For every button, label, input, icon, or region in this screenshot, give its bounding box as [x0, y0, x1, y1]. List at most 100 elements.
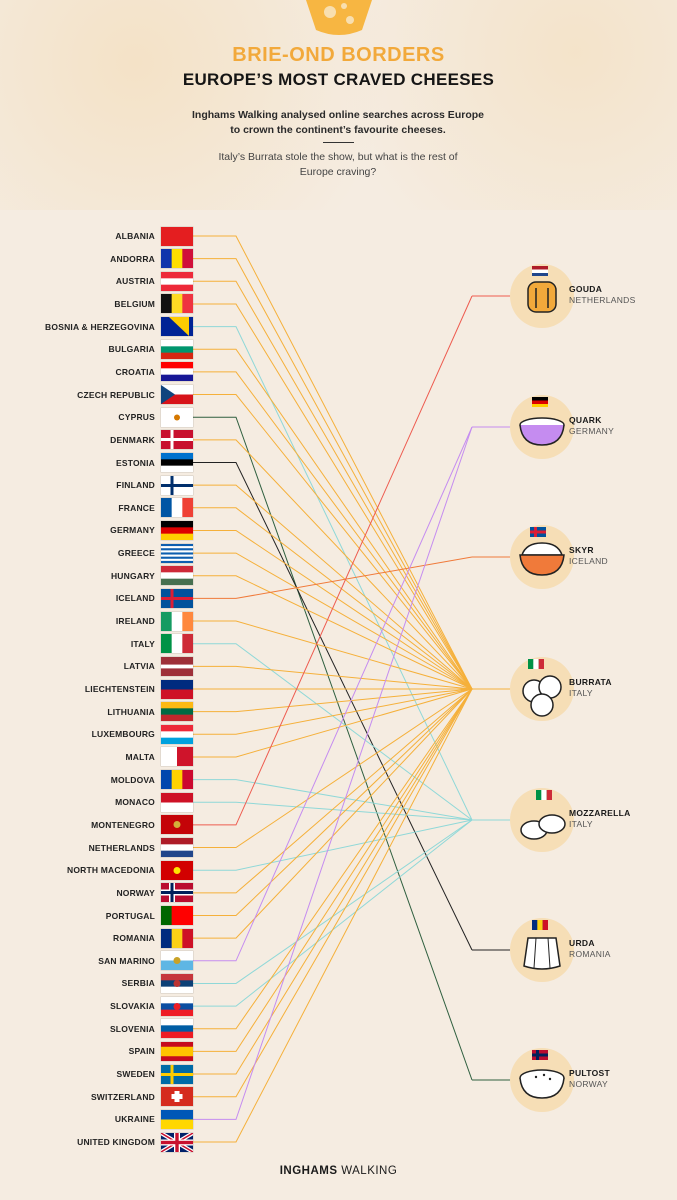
- link-burrata: [193, 688, 473, 758]
- country-label: MALTA: [125, 751, 155, 762]
- flag-icon: [161, 385, 193, 405]
- flag-icon: [161, 249, 194, 269]
- urda-cheese-icon: [510, 918, 574, 982]
- flag-icon: [161, 973, 193, 994]
- flag-icon: [161, 611, 194, 631]
- flag-icon: [161, 498, 194, 518]
- country-label: LITHUANIA: [107, 706, 155, 717]
- cheese-name: BURRATA: [569, 677, 612, 687]
- country-label: PORTUGAL: [105, 910, 155, 921]
- country-label: SPAIN: [128, 1046, 155, 1057]
- flag-icon: [161, 475, 193, 495]
- flag-icon: [161, 1087, 193, 1107]
- link-burrata: [193, 280, 473, 690]
- question-text: Italy’s Burrata stole the show, but what…: [218, 151, 458, 178]
- flag-icon: [161, 996, 193, 1016]
- cheese-country: NETHERLANDS: [569, 295, 636, 305]
- link-mozzarella: [193, 819, 473, 1007]
- link-burrata: [193, 688, 473, 1098]
- cheese-country: GERMANY: [569, 426, 615, 436]
- flag-icon: [161, 226, 193, 246]
- link-burrata: [193, 575, 473, 690]
- cheese-name: QUARK: [569, 415, 602, 425]
- flag-icon: [161, 453, 193, 473]
- link-burrata: [193, 235, 473, 690]
- link-burrata: [193, 688, 473, 1143]
- country-label: ANDORRA: [110, 253, 155, 264]
- flag-icon: [161, 928, 194, 948]
- country-label: UNITED KINGDOM: [77, 1137, 155, 1147]
- country-label: NETHERLANDS: [88, 842, 155, 853]
- flag-icon: [161, 520, 193, 541]
- link-mozzarella: [193, 779, 473, 821]
- flag-icon: [161, 407, 193, 427]
- country-label: SAN MARINO: [98, 955, 155, 966]
- flag-icon: [161, 634, 194, 654]
- link-mozzarella: [193, 326, 473, 821]
- cheese-country: NORWAY: [569, 1079, 608, 1089]
- country-label: GREECE: [117, 548, 155, 559]
- country-label: BELGIUM: [114, 298, 155, 309]
- link-burrata: [193, 507, 473, 690]
- link-burrata: [193, 688, 473, 735]
- flag-icon: [161, 294, 194, 314]
- flag-icon: [161, 951, 193, 971]
- country-label: NORWAY: [116, 887, 155, 898]
- intro-text: Inghams Walking analysed online searches…: [192, 109, 484, 136]
- country-label: CROATIA: [115, 366, 155, 377]
- pultost-bowl-icon: [510, 1048, 574, 1112]
- country-label: LIECHTENSTEIN: [84, 684, 155, 694]
- flag-icon: [161, 317, 193, 337]
- link-burrata: [193, 688, 473, 1075]
- cheese-name: SKYR: [569, 545, 594, 555]
- flag-icon: [161, 883, 193, 903]
- cheese-name: PULTOST: [569, 1068, 610, 1078]
- flag-icon: [161, 770, 194, 790]
- link-burrata: [193, 348, 473, 690]
- cheese-country: ROMANIA: [569, 949, 611, 959]
- cheese-name: GOUDA: [569, 284, 603, 294]
- country-label: CZECH REPUBLIC: [77, 389, 155, 400]
- country-label: ROMANIA: [112, 933, 155, 944]
- footer-brand: INGHAMS WALKING: [279, 1165, 398, 1177]
- cheese-name: URDA: [569, 938, 595, 948]
- gouda-wheel-icon: [510, 264, 574, 328]
- country-label: SERBIA: [121, 978, 155, 989]
- burrata-balls-icon: [510, 657, 574, 721]
- link-burrata: [193, 258, 473, 690]
- country-label: DENMARK: [110, 434, 155, 445]
- country-label: LATVIA: [123, 661, 155, 672]
- flag-icon: [161, 362, 193, 382]
- country-label: AUSTRIA: [115, 276, 155, 287]
- flag-icon: [161, 588, 193, 609]
- link-burrata: [193, 688, 473, 939]
- link-quark: [193, 426, 473, 1120]
- quark-bowl-icon: [510, 395, 574, 459]
- skyr-bowl-icon: [510, 525, 574, 589]
- country-label: IRELAND: [115, 616, 155, 627]
- country-label: HUNGARY: [110, 570, 155, 581]
- country-label: NORTH MACEDONIA: [67, 865, 155, 876]
- country-label: MONTENEGRO: [91, 819, 155, 830]
- mozzarella-balls-icon: [510, 788, 574, 852]
- country-label: SLOVENIA: [109, 1023, 155, 1034]
- cheese-country: ITALY: [569, 688, 593, 698]
- link-gouda: [193, 295, 473, 826]
- cheese-country: ICELAND: [569, 556, 608, 566]
- flag-icon: [161, 543, 193, 563]
- link-burrata: [193, 394, 473, 690]
- link-pultost: [193, 416, 473, 1081]
- link-burrata: [193, 688, 473, 1030]
- flag-icon: [161, 860, 193, 880]
- flag-icon: [161, 1109, 193, 1130]
- country-label: ESTONIA: [115, 457, 155, 468]
- link-mozzarella: [193, 801, 473, 821]
- country-label: ICELAND: [115, 593, 155, 604]
- link-mozzarella: [193, 643, 473, 821]
- link-burrata: [193, 688, 473, 713]
- link-burrata: [193, 688, 473, 916]
- country-label: BULGARIA: [108, 344, 155, 355]
- link-burrata: [193, 688, 473, 894]
- link-urda: [193, 462, 473, 951]
